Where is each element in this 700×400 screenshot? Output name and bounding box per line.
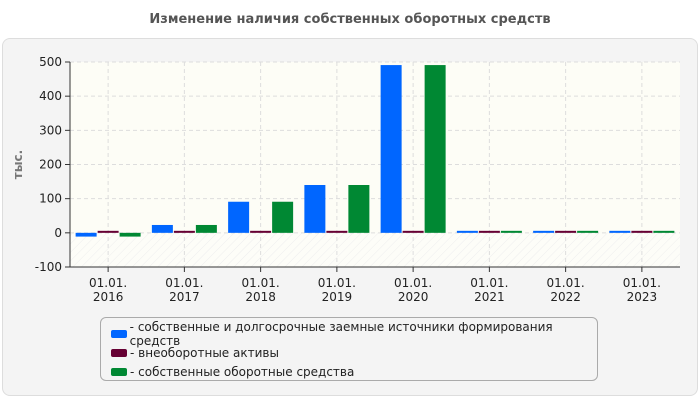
x-tick-label: 01.01. <box>470 276 508 290</box>
legend-label: - собственные оборотные средства <box>130 364 355 379</box>
y-tick-label: 500 <box>39 55 62 69</box>
x-tick-label: 01.01. <box>89 276 127 290</box>
x-tick-label-year: 2023 <box>627 290 658 304</box>
bar-1 <box>456 230 478 233</box>
x-tick-label-year: 2020 <box>398 290 429 304</box>
bar-1 <box>75 232 97 237</box>
x-tick-label-year: 2017 <box>169 290 200 304</box>
x-tick-label-year: 2018 <box>245 290 276 304</box>
x-tick-label-year: 2016 <box>93 290 124 304</box>
bar-3 <box>577 230 599 233</box>
y-tick-label: 300 <box>39 123 62 137</box>
x-tick-label-year: 2021 <box>474 290 505 304</box>
x-tick-label: 01.01. <box>165 276 203 290</box>
bar-1 <box>151 224 173 233</box>
x-tick-label: 01.01. <box>318 276 356 290</box>
bar-2 <box>326 230 348 233</box>
bar-2 <box>250 230 272 233</box>
y-tick-label: 0 <box>54 226 62 240</box>
chart-title: Изменение наличия собственных оборотных … <box>149 12 551 27</box>
bar-3 <box>272 201 294 233</box>
bar-2 <box>478 230 500 233</box>
legend-swatch <box>111 348 127 357</box>
x-tick-label: 01.01. <box>547 276 585 290</box>
legend-swatch <box>111 329 127 338</box>
y-axis-label: тыс. <box>11 150 25 179</box>
plot-area-negative <box>70 232 680 267</box>
x-tick-label-year: 2019 <box>322 290 353 304</box>
y-tick-label: 100 <box>39 192 62 206</box>
bar-3 <box>119 232 141 237</box>
legend-item: - собственные оборотные средства <box>101 362 597 381</box>
legend-label: - внеоборотные активы <box>130 345 279 360</box>
bar-3 <box>500 230 522 233</box>
x-tick-label: 01.01. <box>394 276 432 290</box>
bar-2 <box>97 230 119 233</box>
bar-1 <box>304 185 326 233</box>
bar-2 <box>402 230 424 233</box>
y-tick-label: 400 <box>39 89 62 103</box>
y-tick-label: 200 <box>39 158 62 172</box>
bar-1 <box>609 230 631 233</box>
legend-item: - собственные и долгосрочные заемные ист… <box>101 320 597 348</box>
legend-label: - собственные и долгосрочные заемные ист… <box>129 319 553 348</box>
bar-2 <box>173 230 195 233</box>
bar-1 <box>228 201 250 233</box>
y-tick-label: -100 <box>35 260 62 274</box>
legend: - собственные и долгосрочные заемные ист… <box>100 317 598 381</box>
bar-3 <box>653 230 675 233</box>
bar-2 <box>555 230 577 233</box>
bar-1 <box>533 230 555 233</box>
x-tick-label: 01.01. <box>242 276 280 290</box>
bar-3 <box>424 65 446 233</box>
plot-area-positive <box>70 62 680 233</box>
legend-item: - внеоборотные активы <box>101 343 597 362</box>
x-tick-label-year: 2022 <box>550 290 581 304</box>
bar-1 <box>380 65 402 233</box>
bar-3 <box>348 185 370 233</box>
legend-swatch <box>111 367 127 376</box>
x-tick-label: 01.01. <box>623 276 661 290</box>
bar-3 <box>195 224 217 233</box>
bar-2 <box>631 230 653 233</box>
